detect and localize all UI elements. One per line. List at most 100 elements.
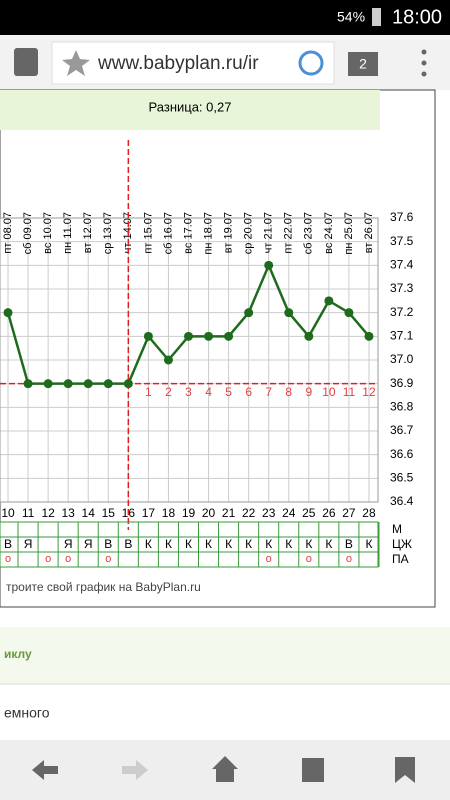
chart-header — [0, 90, 380, 130]
x-tick-label: 27 — [342, 506, 356, 520]
temperature-point — [163, 355, 173, 365]
x-tick-label: 12 — [41, 506, 55, 520]
mucus: К — [145, 537, 152, 551]
date-label: вт 19.07 — [223, 212, 235, 253]
y-tick-label: 36.8 — [390, 400, 414, 414]
x-tick-label: 13 — [62, 506, 76, 520]
date-label: сб 09.07 — [22, 212, 34, 254]
mucus: К — [205, 537, 212, 551]
temperature-point — [123, 379, 133, 389]
temperature-point — [63, 379, 73, 389]
luteal-day: 6 — [245, 385, 252, 399]
x-tick-label: 17 — [142, 506, 156, 520]
page-text: емного — [4, 705, 50, 721]
y-tick-label: 37.6 — [390, 210, 414, 224]
temperature-point — [103, 379, 113, 389]
temperature-point — [224, 331, 234, 341]
x-tick-label: 10 — [1, 506, 15, 520]
battery-icon — [372, 8, 381, 26]
row-label: ПА — [392, 552, 409, 566]
mucus: Я — [84, 537, 93, 551]
y-tick-label: 37.4 — [390, 258, 414, 272]
temperature-point — [324, 296, 334, 306]
y-tick-label: 36.9 — [390, 376, 414, 390]
luteal-day: 1 — [145, 385, 152, 399]
pa: о — [65, 553, 71, 565]
pa: о — [5, 553, 11, 565]
x-tick-label: 26 — [322, 506, 336, 520]
luteal-day: 10 — [322, 385, 336, 399]
luteal-day: 7 — [265, 385, 272, 399]
date-label: пн 25.07 — [343, 212, 355, 255]
date-label: пт 22.07 — [283, 212, 295, 254]
y-tick-label: 36.4 — [390, 494, 414, 508]
reading-list[interactable] — [302, 758, 324, 782]
temperature-point — [43, 379, 53, 389]
tabs-button[interactable] — [348, 52, 378, 76]
date-label: пн 11.07 — [62, 212, 74, 254]
section-title[interactable]: иклу — [4, 647, 32, 661]
mucus: В — [345, 537, 353, 551]
y-tick-label: 37.2 — [390, 305, 414, 319]
reload[interactable] — [298, 50, 324, 76]
y-tick-label: 36.5 — [390, 471, 414, 485]
x-tick-label: 25 — [302, 506, 316, 520]
date-label: ср 20.07 — [243, 212, 255, 254]
back[interactable] — [32, 760, 58, 780]
url-field[interactable] — [51, 41, 335, 85]
temperature-point — [264, 260, 274, 270]
battery: 54% — [337, 9, 365, 25]
chart-subtitle: Разница: 0,27 — [149, 99, 232, 114]
luteal-day: 5 — [225, 385, 232, 399]
luteal-day: 4 — [205, 385, 212, 399]
luteal-day: 12 — [362, 385, 376, 399]
date-label: пт 15.07 — [142, 212, 154, 254]
site-icon — [14, 48, 38, 76]
chart: 36.4 36.5 36.6 36.7 36.8 36.9 37.0 37.1 37.2 37.3… — [0, 140, 414, 568]
x-tick-label: 14 — [82, 506, 96, 520]
temperature-point — [304, 331, 314, 341]
menu — [421, 71, 427, 77]
mucus: К — [285, 537, 292, 551]
pa: о — [266, 553, 272, 565]
x-tick-label: 19 — [182, 506, 196, 520]
tabs-count: 2 — [359, 56, 367, 72]
mucus: К — [225, 537, 232, 551]
home[interactable] — [212, 756, 238, 782]
date-label: сб 16.07 — [162, 212, 174, 254]
x-tick-label: 20 — [202, 506, 216, 520]
mucus: К — [165, 537, 172, 551]
menu — [421, 60, 427, 66]
y-tick-label: 36.6 — [390, 447, 414, 461]
status-bar — [0, 0, 450, 35]
url: www.babyplan.ru/ir — [97, 53, 259, 74]
y-tick-label: 37.1 — [390, 329, 414, 343]
bookmark-star[interactable] — [62, 50, 90, 76]
y-tick-label: 37.5 — [390, 234, 414, 248]
date-label: пн 18.07 — [202, 212, 214, 255]
forward[interactable] — [122, 760, 148, 780]
menu[interactable] — [421, 49, 427, 55]
chart-card — [0, 89, 436, 608]
row-cell — [0, 551, 379, 568]
bookmarks[interactable] — [395, 757, 415, 783]
temperature-point — [23, 379, 33, 389]
chart-footer[interactable]: троите свой график на BabyPlan.ru — [6, 580, 201, 594]
date-label: чт 21.07 — [263, 212, 275, 253]
section-box — [0, 627, 450, 684]
pa: о — [346, 553, 352, 565]
temperature-point — [183, 331, 193, 341]
mucus: К — [185, 537, 192, 551]
mucus: В — [4, 537, 12, 551]
y-tick-label: 37.0 — [390, 352, 414, 366]
row-label: ЦЖ — [392, 537, 412, 551]
mucus: Я — [24, 537, 33, 551]
x-tick-label: 23 — [262, 506, 276, 520]
x-tick-label: 15 — [102, 506, 116, 520]
date-label: вт 12.07 — [82, 212, 94, 253]
luteal-day: 11 — [343, 385, 356, 399]
date-label: пт 08.07 — [2, 212, 14, 254]
mucus: К — [325, 537, 332, 551]
x-tick-label: 22 — [242, 506, 256, 520]
